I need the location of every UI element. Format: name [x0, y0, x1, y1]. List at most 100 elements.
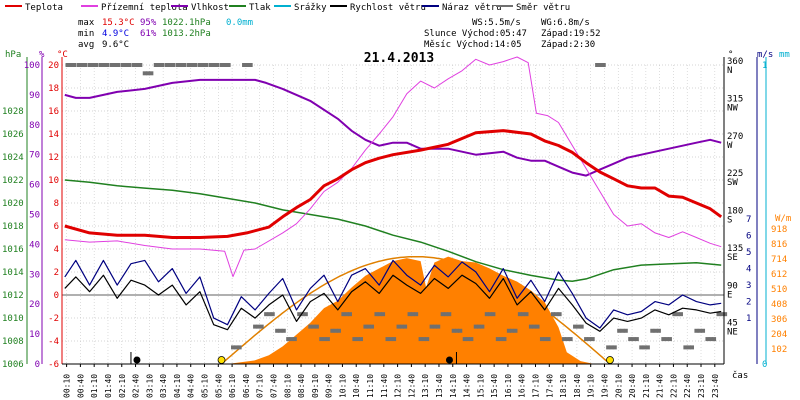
stats-min-temp: 4.9°C — [102, 29, 129, 39]
tick-label-time: 01:10 — [90, 374, 99, 398]
tick-label-dir-deg: 315 — [727, 94, 743, 104]
wind-dir-point — [639, 345, 644, 350]
wind-dir-point — [264, 312, 269, 317]
wind-dir-point — [535, 324, 540, 329]
wind-dir-point — [513, 328, 518, 333]
tick-label-time: 04:40 — [187, 374, 196, 398]
legend-label: Náraz větru — [442, 3, 502, 13]
wind-dir-point — [595, 63, 600, 67]
tick-label-time: 10:40 — [352, 374, 361, 398]
stats-max-hum: 95% — [140, 18, 157, 28]
wind-dir-point — [98, 63, 103, 67]
stats-min-label: min — [78, 29, 94, 39]
tick-label-time: 22:40 — [683, 374, 692, 398]
info-sun: Slunce Východ:05:47 — [424, 29, 527, 39]
legend-item-temp: Teplota — [5, 3, 63, 13]
sunset-marker — [606, 356, 614, 364]
wind-dir-point — [488, 312, 493, 317]
tick-label-wind: 6 — [746, 232, 751, 242]
tick-label-temp: 14 — [48, 130, 59, 140]
legend-label: Srážky — [294, 3, 327, 13]
tick-label-time: 14:40 — [463, 374, 472, 398]
tick-label-temp: 2 — [54, 268, 59, 278]
wind-dir-point — [719, 312, 724, 317]
series-tlak — [64, 179, 722, 282]
tick-label-time: 14:10 — [449, 374, 458, 398]
tick-label-time: 02:40 — [132, 374, 141, 398]
tick-label-hum: 10 — [29, 330, 40, 340]
legend-item-wind: Rychlost větru — [330, 3, 426, 13]
wind-dir-point — [212, 63, 217, 67]
legend-label: Rychlost větru — [350, 3, 426, 13]
wind-dir-point — [377, 312, 382, 317]
tick-label-dir-deg: 180 — [727, 207, 743, 217]
wind-dir-point — [454, 328, 459, 333]
wind-dir-point — [79, 63, 84, 67]
wind-dir-point — [642, 345, 647, 350]
tick-label-dir-deg: 135 — [727, 244, 743, 254]
tick-label-time: 16:10 — [504, 374, 513, 398]
tick-label-hum: 30 — [29, 270, 40, 280]
axis-title-ms: m/s — [757, 50, 773, 60]
wind-dir-point — [414, 312, 419, 317]
wind-dir-point — [510, 328, 515, 333]
tick-label-time: 21:10 — [642, 374, 651, 398]
tick-label-time: 09:40 — [325, 374, 334, 398]
wind-dir-point — [601, 63, 606, 67]
wind-dir-point — [557, 312, 562, 317]
axis-title-mm: mm — [779, 50, 790, 60]
wind-dir-point — [568, 337, 573, 342]
wind-dir-point — [528, 324, 533, 329]
wind-dir-point — [341, 312, 346, 317]
wind-dir-point — [631, 337, 636, 342]
info-ws: WS:5.5m/s — [472, 18, 521, 28]
solar-layer — [220, 255, 609, 365]
wind-dir-point — [466, 337, 471, 342]
tick-label-wind: 1 — [746, 314, 751, 324]
wind-dir-point — [712, 337, 717, 342]
axis-title-cas: čas — [732, 370, 748, 381]
wind-dir-point — [253, 324, 258, 329]
wind-dir-point — [587, 337, 592, 342]
tick-label-time: 13:40 — [435, 374, 444, 398]
tick-label-time: 15:10 — [476, 374, 485, 398]
tick-label-temp: 4 — [54, 245, 59, 255]
wind-dir-point — [359, 337, 364, 342]
wind-dir-point — [352, 337, 357, 342]
wind-dir-point — [68, 63, 73, 67]
tick-label-temp: 8 — [54, 199, 59, 209]
tick-label-time: 12:40 — [407, 374, 416, 398]
solar-area — [227, 256, 595, 364]
wind-dir-point — [425, 337, 430, 342]
tick-label-time: 10:10 — [338, 374, 347, 398]
tick-label-time: 08:40 — [297, 374, 306, 398]
tick-label-dir-name: NE — [727, 328, 738, 338]
wind-dir-point — [297, 312, 302, 317]
wind-dir-point — [447, 312, 452, 317]
wind-dir-point — [204, 63, 209, 67]
wind-dir-point — [554, 312, 559, 317]
tick-label-temp: 18 — [48, 84, 59, 94]
wind-dir-point — [208, 63, 213, 67]
tick-label-press: 1012 — [2, 291, 24, 301]
tick-label-time: 19:10 — [587, 374, 596, 398]
wind-dir-point — [300, 312, 305, 317]
legend-label: Teplota — [25, 3, 63, 13]
wind-dir-point — [157, 63, 162, 67]
tick-label-hum: 50 — [29, 211, 40, 221]
wind-dir-point — [543, 337, 548, 342]
wind-dir-point — [672, 312, 677, 317]
stats-avg-label: avg — [78, 40, 94, 50]
wind-dir-point — [94, 63, 99, 67]
tick-label-press: 1026 — [2, 130, 24, 140]
wind-dir-point — [521, 312, 526, 317]
wind-dir-point — [175, 63, 180, 67]
wind-dir-point — [245, 63, 250, 67]
wind-dir-point — [270, 312, 275, 317]
wind-dir-point — [661, 337, 666, 342]
wind-dir-point — [458, 328, 463, 333]
wind-dir-point — [609, 345, 614, 350]
tick-label-dir-deg: 225 — [727, 169, 743, 179]
tick-label-hum: 90 — [29, 91, 40, 101]
wind-dir-point — [429, 324, 434, 329]
